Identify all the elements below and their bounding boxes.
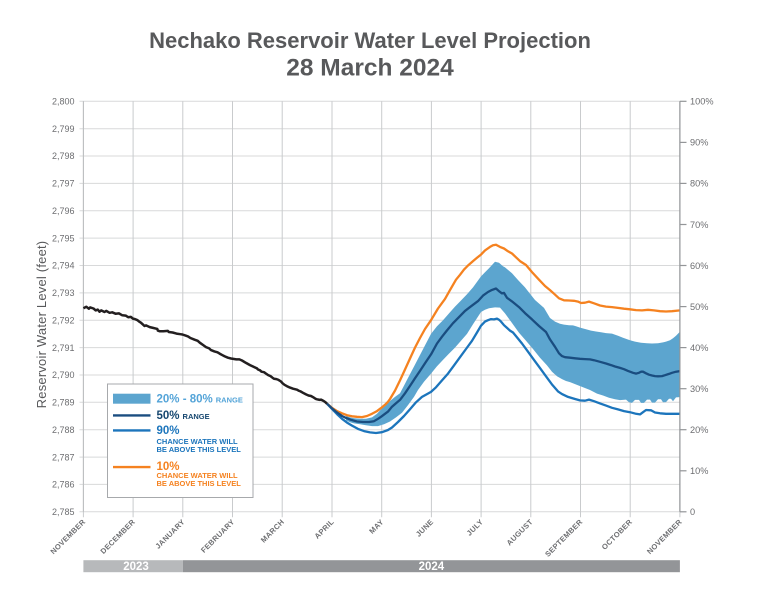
- svg-text:50%: 50%: [690, 302, 708, 312]
- svg-text:80%: 80%: [690, 179, 708, 189]
- svg-text:2,799: 2,799: [52, 124, 75, 134]
- svg-text:BE ABOVE THIS LEVEL: BE ABOVE THIS LEVEL: [157, 445, 242, 454]
- svg-text:90%: 90%: [690, 138, 708, 148]
- svg-text:2,797: 2,797: [52, 179, 75, 189]
- svg-text:2,790: 2,790: [52, 370, 75, 380]
- svg-text:40%: 40%: [690, 343, 708, 353]
- svg-text:90%: 90%: [157, 425, 180, 437]
- svg-text:BE ABOVE THIS LEVEL: BE ABOVE THIS LEVEL: [157, 479, 242, 488]
- svg-text:20% - 80%RANGE: 20% - 80% RANGE: [157, 394, 243, 406]
- svg-text:2,789: 2,789: [52, 398, 75, 408]
- svg-text:2,788: 2,788: [52, 425, 75, 435]
- svg-text:2,795: 2,795: [52, 233, 75, 243]
- svg-text:20%: 20%: [690, 425, 708, 435]
- svg-text:2,786: 2,786: [52, 480, 75, 490]
- svg-text:2,792: 2,792: [52, 315, 75, 325]
- svg-text:0: 0: [690, 507, 695, 517]
- svg-text:10%: 10%: [690, 466, 708, 476]
- svg-text:2,791: 2,791: [52, 343, 75, 353]
- svg-text:60%: 60%: [690, 261, 708, 271]
- svg-text:CHANCE WATER WILL: CHANCE WATER WILL: [157, 471, 239, 480]
- svg-text:2,798: 2,798: [52, 151, 75, 161]
- svg-text:Reservoir Water Level (feet): Reservoir Water Level (feet): [34, 241, 49, 409]
- svg-text:2024: 2024: [419, 561, 445, 573]
- svg-text:2,793: 2,793: [52, 288, 75, 298]
- svg-text:70%: 70%: [690, 220, 708, 230]
- svg-text:28 March 2024: 28 March 2024: [286, 55, 454, 82]
- svg-text:30%: 30%: [690, 384, 708, 394]
- svg-text:2,794: 2,794: [52, 261, 75, 271]
- svg-text:Nechako Reservoir Water Level: Nechako Reservoir Water Level Projection: [149, 28, 591, 53]
- svg-text:2023: 2023: [123, 561, 149, 573]
- svg-text:10%: 10%: [157, 461, 180, 473]
- svg-text:2,800: 2,800: [52, 97, 75, 107]
- svg-text:2,785: 2,785: [52, 507, 75, 517]
- svg-text:100%: 100%: [690, 97, 714, 107]
- svg-text:CHANCE WATER WILL: CHANCE WATER WILL: [157, 437, 239, 446]
- svg-text:2,787: 2,787: [52, 452, 75, 462]
- svg-text:2,796: 2,796: [52, 206, 75, 216]
- svg-text:50%RANGE: 50% RANGE: [157, 410, 210, 422]
